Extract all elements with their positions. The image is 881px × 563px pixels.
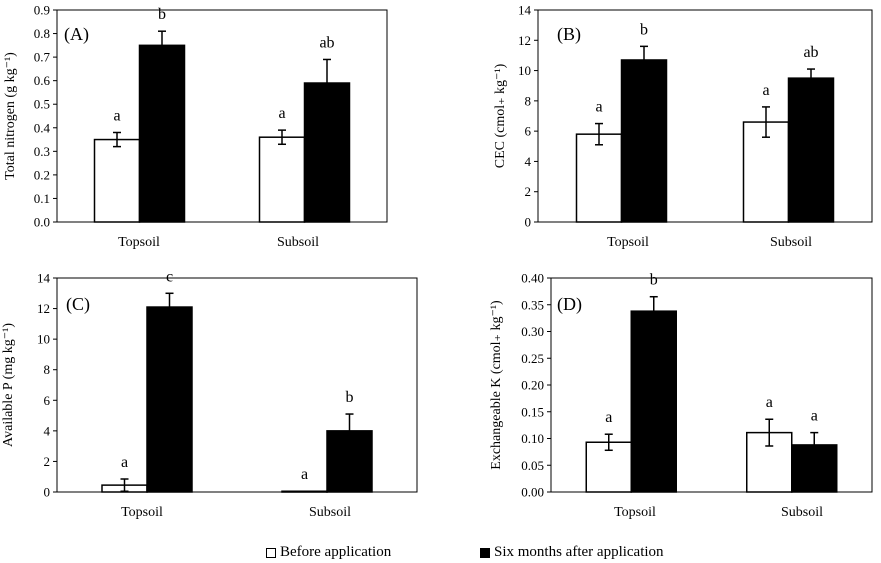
panel-a-bar-before-topsoil [93, 138, 141, 223]
panel-a-ytick-label: 0.8 [34, 26, 50, 41]
legend: Before application Six months after appl… [0, 544, 881, 562]
panel-c-ytick-label: 6 [44, 393, 51, 408]
legend-label-before: Before application [280, 544, 392, 560]
legend-item-before: Before application [266, 544, 391, 561]
panel-c-ytick-label: 0 [44, 485, 51, 500]
panel-b-significance-letter: ab [803, 44, 818, 61]
panel-a-ytick-label: 0.3 [34, 144, 50, 159]
panel-d-ytick-label: 0.35 [521, 297, 544, 312]
panel-d-category-label: Topsoil [614, 505, 656, 520]
panel-c-ytick-label: 8 [44, 362, 51, 377]
panel-b-ytick-label: 2 [525, 184, 532, 199]
panel-a-significance-letter: ab [319, 34, 334, 51]
panel-a-ytick-label: 0.9 [34, 3, 50, 18]
panel-d-ytick-label: 0.25 [521, 351, 544, 366]
panel-d-ytick-label: 0.00 [521, 485, 544, 500]
panel-b-label: (B) [557, 24, 581, 45]
panel-b-ytick-label: 6 [525, 124, 532, 139]
panel-b-ytick-label: 4 [525, 154, 532, 169]
panel-b-ylabel: CEC (cmol₊ kg⁻¹) [493, 63, 508, 168]
panel-a-ytick-label: 0.6 [34, 73, 51, 88]
panel-d-ytick-label: 0.15 [521, 404, 544, 419]
panel-b-ytick-label: 0 [525, 215, 532, 230]
panel-c-significance-letter: a [301, 466, 308, 483]
panel-b-category-label: Subsoil [770, 235, 812, 250]
panel-a-category-label: Topsoil [118, 235, 160, 250]
panel-d-ytick-label: 0.10 [521, 431, 544, 446]
panel-c-label: (C) [66, 294, 90, 315]
panel-d-bar-after-topsoil [630, 310, 677, 493]
panel-d-label: (D) [557, 294, 582, 315]
panel-c-ylabel: Available P (mg kg⁻¹) [1, 323, 16, 447]
panel-c-bar-after-topsoil [146, 306, 193, 493]
panel-c-ytick-label: 12 [37, 301, 50, 316]
panel-b-bar-before-topsoil [575, 133, 623, 223]
panel-c-significance-letter: a [121, 454, 128, 471]
panel-a-ytick-label: 0.7 [34, 50, 51, 65]
legend-item-after: Six months after application [480, 544, 664, 561]
panel-b-bar-after-subsoil [787, 77, 835, 223]
panel-d-category-label: Subsoil [781, 505, 823, 520]
panel-b-category-label: Topsoil [607, 235, 649, 250]
panel-b-significance-letter: a [762, 82, 769, 99]
legend-label-after: Six months after application [494, 544, 664, 560]
panel-c-category-label: Subsoil [309, 505, 351, 520]
panel-c-ytick-label: 2 [44, 454, 51, 469]
panel-b-ytick-label: 10 [518, 63, 531, 78]
panel-a-ytick-label: 0.0 [34, 215, 50, 230]
panel-d-ytick-label: 0.30 [521, 324, 544, 339]
panel-c-significance-letter: c [166, 268, 173, 285]
panel-b-frame [537, 9, 873, 223]
panel-a-category-label: Subsoil [277, 235, 319, 250]
panel-c-ytick-label: 14 [37, 271, 51, 286]
panel-c-bar-before-subsoil [281, 490, 328, 493]
panel-d-significance-letter: a [605, 409, 612, 426]
panel-a-label: (A) [64, 24, 89, 45]
panel-a-bar-before-subsoil [258, 136, 306, 223]
panel-d-ytick-label: 0.05 [521, 458, 544, 473]
panel-d-ylabel: Exchangeable K (cmol₊ kg⁻¹) [489, 300, 504, 470]
panel-b-ytick-label: 14 [518, 3, 532, 18]
panel-b-ytick-label: 12 [518, 33, 531, 48]
panel-b-bar-after-topsoil [620, 59, 668, 223]
panel-a-ytick-label: 0.4 [34, 120, 51, 135]
panel-c-frame [56, 277, 418, 493]
panel-c-category-label: Topsoil [121, 505, 163, 520]
legend-swatch-before [266, 547, 276, 558]
panel-a-ytick-label: 0.2 [34, 167, 50, 182]
panel-a-ylabel: Total nitrogen (g kg⁻¹) [3, 52, 18, 180]
panel-d-ytick-label: 0.40 [521, 271, 544, 286]
panel-a-bar-after-topsoil [138, 44, 186, 223]
panel-b-ytick-label: 8 [525, 93, 532, 108]
panel-b-significance-letter: b [640, 21, 648, 38]
panel-d-significance-letter: a [766, 394, 773, 411]
panel-c-ytick-label: 4 [44, 423, 51, 438]
panel-a-frame [56, 9, 388, 223]
panel-d-ytick-label: 0.20 [521, 378, 544, 393]
legend-swatch-after [480, 547, 490, 558]
panel-a-significance-letter: a [278, 105, 285, 122]
panel-c-ytick-label: 10 [37, 332, 50, 347]
panel-d-significance-letter: a [811, 408, 818, 425]
panel-a-ytick-label: 0.5 [34, 97, 50, 112]
panel-b-significance-letter: a [595, 99, 602, 116]
panel-a-ytick-label: 0.1 [34, 191, 50, 206]
panel-d-significance-letter: b [650, 272, 658, 289]
panel-c-significance-letter: b [346, 389, 354, 406]
panel-a-significance-letter: a [113, 107, 120, 124]
panel-a-significance-letter: b [158, 6, 166, 23]
